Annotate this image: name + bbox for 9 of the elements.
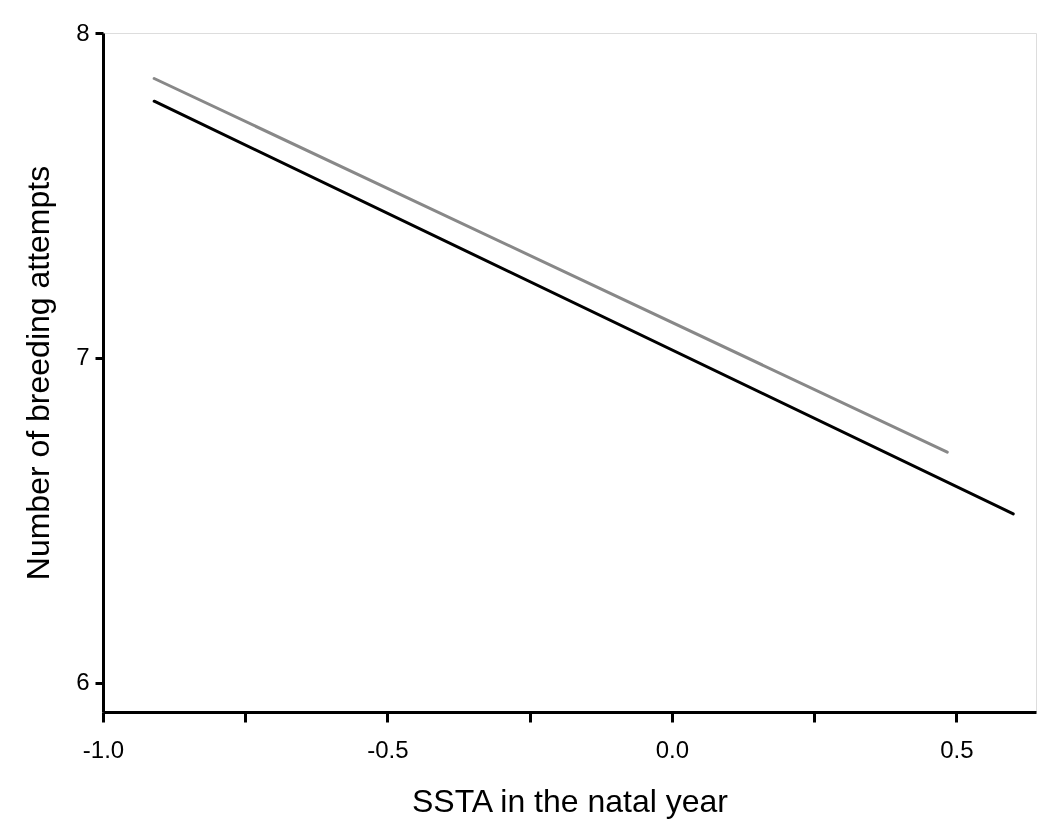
x-axis-title: SSTA in the natal year xyxy=(411,782,729,819)
x-tick-label: -0.5 xyxy=(367,735,409,763)
y-tick-label: 8 xyxy=(76,18,90,46)
y-axis-title: Number of breeding attempts xyxy=(20,165,57,581)
x-tick-label: -1.0 xyxy=(82,735,125,763)
y-tick-label: 7 xyxy=(76,343,90,371)
y-tick-label: 6 xyxy=(76,668,90,696)
x-tick-label: 0.5 xyxy=(940,735,974,763)
x-tick-label: 0.0 xyxy=(655,735,690,763)
